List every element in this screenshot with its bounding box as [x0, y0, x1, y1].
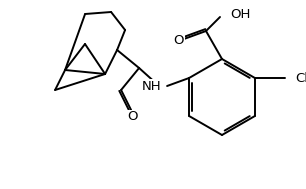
Text: Cl: Cl — [295, 71, 306, 84]
Text: NH: NH — [141, 80, 161, 92]
Text: O: O — [127, 111, 137, 123]
Text: OH: OH — [230, 8, 250, 20]
Text: O: O — [174, 33, 184, 46]
